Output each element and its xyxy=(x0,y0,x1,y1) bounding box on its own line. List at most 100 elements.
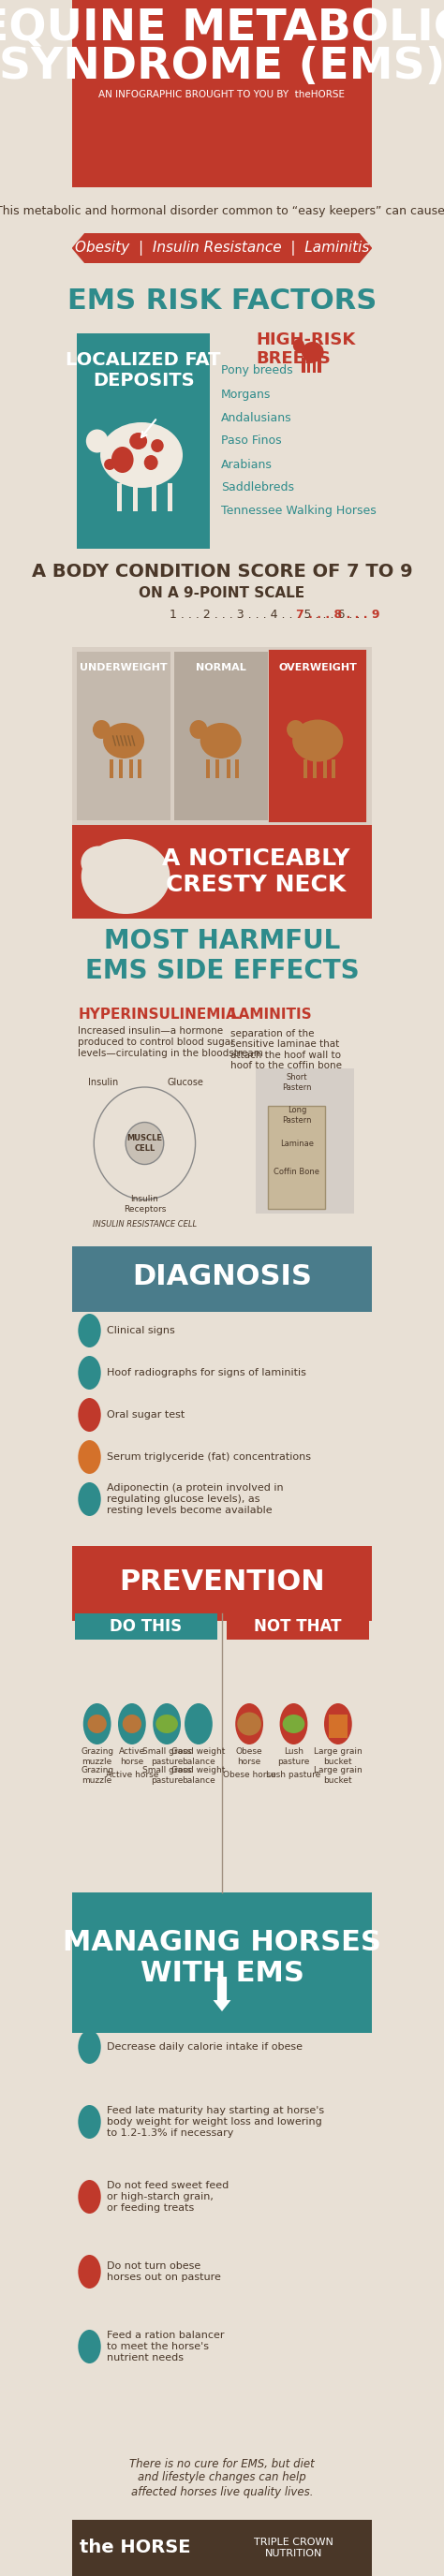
Text: PREVENTION: PREVENTION xyxy=(119,1569,325,1595)
Text: Good weight
balance: Good weight balance xyxy=(172,1747,226,1765)
Ellipse shape xyxy=(151,438,164,453)
Text: AN INFOGRAPHIC BROUGHT TO YOU BY  theHORSE: AN INFOGRAPHIC BROUGHT TO YOU BY theHORS… xyxy=(99,90,345,100)
Bar xyxy=(268,1105,325,1208)
Text: UNDERWEIGHT: UNDERWEIGHT xyxy=(80,662,167,672)
Bar xyxy=(72,330,372,554)
Text: EQUINE METABOLIC: EQUINE METABOLIC xyxy=(0,8,444,49)
Bar xyxy=(72,824,372,920)
Bar xyxy=(235,760,238,778)
Bar xyxy=(313,760,317,778)
Bar xyxy=(302,358,305,374)
Ellipse shape xyxy=(293,719,343,762)
Text: EMS RISK FACTORS: EMS RISK FACTORS xyxy=(67,286,377,314)
Bar xyxy=(72,2519,372,2576)
Bar xyxy=(72,188,372,245)
Polygon shape xyxy=(360,234,372,263)
Text: MUSCLE
CELL: MUSCLE CELL xyxy=(127,1133,163,1151)
Circle shape xyxy=(324,1703,352,1744)
Bar xyxy=(303,760,307,778)
Text: TRIPLE CROWN
NUTRITION: TRIPLE CROWN NUTRITION xyxy=(254,2537,333,2558)
Circle shape xyxy=(235,1703,263,1744)
Text: separation of the
sensitive laminae that
attach the hoof wall to
hoof to the cof: separation of the sensitive laminae that… xyxy=(230,1028,342,1072)
Bar xyxy=(318,358,321,374)
Bar xyxy=(72,647,372,824)
Text: Grazing
muzzle: Grazing muzzle xyxy=(81,1747,114,1765)
Circle shape xyxy=(78,1440,101,1473)
Bar xyxy=(72,0,372,188)
Text: Coffin Bone: Coffin Bone xyxy=(274,1167,320,1175)
Bar xyxy=(72,1546,372,1620)
Text: Do not feed sweet feed
or high-starch grain,
or feeding treats: Do not feed sweet feed or high-starch gr… xyxy=(107,2182,229,2213)
Text: Lush pasture: Lush pasture xyxy=(266,1772,321,1780)
Ellipse shape xyxy=(144,456,158,469)
Text: Decrease daily calorie intake if obese: Decrease daily calorie intake if obese xyxy=(107,2043,302,2050)
Text: 7 . . . 8 . . . 9: 7 . . . 8 . . . 9 xyxy=(296,608,379,621)
Ellipse shape xyxy=(87,1716,107,1734)
Bar xyxy=(72,2032,372,2455)
Text: Active horse: Active horse xyxy=(106,1772,159,1780)
Bar xyxy=(174,652,268,819)
Text: Clinical signs: Clinical signs xyxy=(107,1327,175,1334)
Bar xyxy=(271,652,365,819)
Circle shape xyxy=(78,1355,101,1388)
Bar xyxy=(151,484,157,510)
Circle shape xyxy=(78,1314,101,1347)
Text: Arabians: Arabians xyxy=(221,459,272,471)
Ellipse shape xyxy=(81,840,170,914)
Ellipse shape xyxy=(100,422,182,487)
Circle shape xyxy=(78,1481,101,1517)
Text: Laminae: Laminae xyxy=(280,1139,313,1146)
Bar xyxy=(307,358,310,374)
Circle shape xyxy=(153,1703,181,1744)
Circle shape xyxy=(118,1703,146,1744)
Bar xyxy=(72,1893,372,2032)
Ellipse shape xyxy=(86,430,108,453)
Text: Good weight
balance: Good weight balance xyxy=(172,1767,226,1785)
Bar xyxy=(214,332,367,549)
Text: ON A 9-POINT SCALE: ON A 9-POINT SCALE xyxy=(139,585,305,600)
Text: Insulin
Receptors: Insulin Receptors xyxy=(123,1195,166,1213)
Text: Increased insulin—a hormone
produced to control blood sugar
levels—circulating i: Increased insulin—a hormone produced to … xyxy=(78,1028,263,1059)
Bar xyxy=(72,920,372,1002)
Text: OVERWEIGHT: OVERWEIGHT xyxy=(278,662,357,672)
Text: Pony breeds: Pony breeds xyxy=(221,366,293,376)
Text: MANAGING HORSES
WITH EMS: MANAGING HORSES WITH EMS xyxy=(63,1929,381,1986)
Bar xyxy=(77,332,210,549)
Bar xyxy=(84,234,360,263)
Ellipse shape xyxy=(104,459,115,469)
Text: SYNDROME (EMS): SYNDROME (EMS) xyxy=(0,46,444,88)
Circle shape xyxy=(83,1703,111,1744)
Text: Grazing
muzzle: Grazing muzzle xyxy=(81,1767,114,1785)
Text: INSULIN RESISTANCE CELL: INSULIN RESISTANCE CELL xyxy=(93,1221,197,1229)
Bar xyxy=(167,484,173,510)
Text: Saddlebreds: Saddlebreds xyxy=(221,482,294,495)
Bar xyxy=(72,1247,372,1311)
Bar xyxy=(329,1716,348,1739)
Bar xyxy=(332,760,336,778)
Bar xyxy=(133,484,138,510)
Bar xyxy=(72,1002,372,1247)
Text: Oral sugar test: Oral sugar test xyxy=(107,1409,185,1419)
Bar xyxy=(256,1069,354,1213)
Text: HYPERINSULINEMIA: HYPERINSULINEMIA xyxy=(78,1007,237,1020)
Ellipse shape xyxy=(103,724,144,757)
Circle shape xyxy=(78,2329,101,2362)
Ellipse shape xyxy=(156,1716,178,1734)
Text: LOCALIZED FAT
DEPOSITS: LOCALIZED FAT DEPOSITS xyxy=(66,350,221,389)
Text: Morgans: Morgans xyxy=(221,389,271,399)
Circle shape xyxy=(185,1703,213,1744)
Text: Insulin: Insulin xyxy=(88,1077,119,1087)
Ellipse shape xyxy=(190,721,207,739)
Bar xyxy=(226,1613,369,1638)
Ellipse shape xyxy=(287,721,305,739)
Text: Active
horse: Active horse xyxy=(119,1747,145,1765)
Text: Do not turn obese
horses out on pasture: Do not turn obese horses out on pasture xyxy=(107,2262,221,2282)
Text: There is no cure for EMS, but diet
and lifestyle changes can help
affected horse: There is no cure for EMS, but diet and l… xyxy=(129,2458,315,2499)
Circle shape xyxy=(78,2254,101,2287)
Circle shape xyxy=(78,1399,101,1432)
Bar xyxy=(226,760,230,778)
Ellipse shape xyxy=(130,433,147,448)
Polygon shape xyxy=(72,234,84,263)
Bar xyxy=(138,760,142,778)
Text: Feed a ration balancer
to meet the horse's
nutrient needs: Feed a ration balancer to meet the horse… xyxy=(107,2331,224,2362)
